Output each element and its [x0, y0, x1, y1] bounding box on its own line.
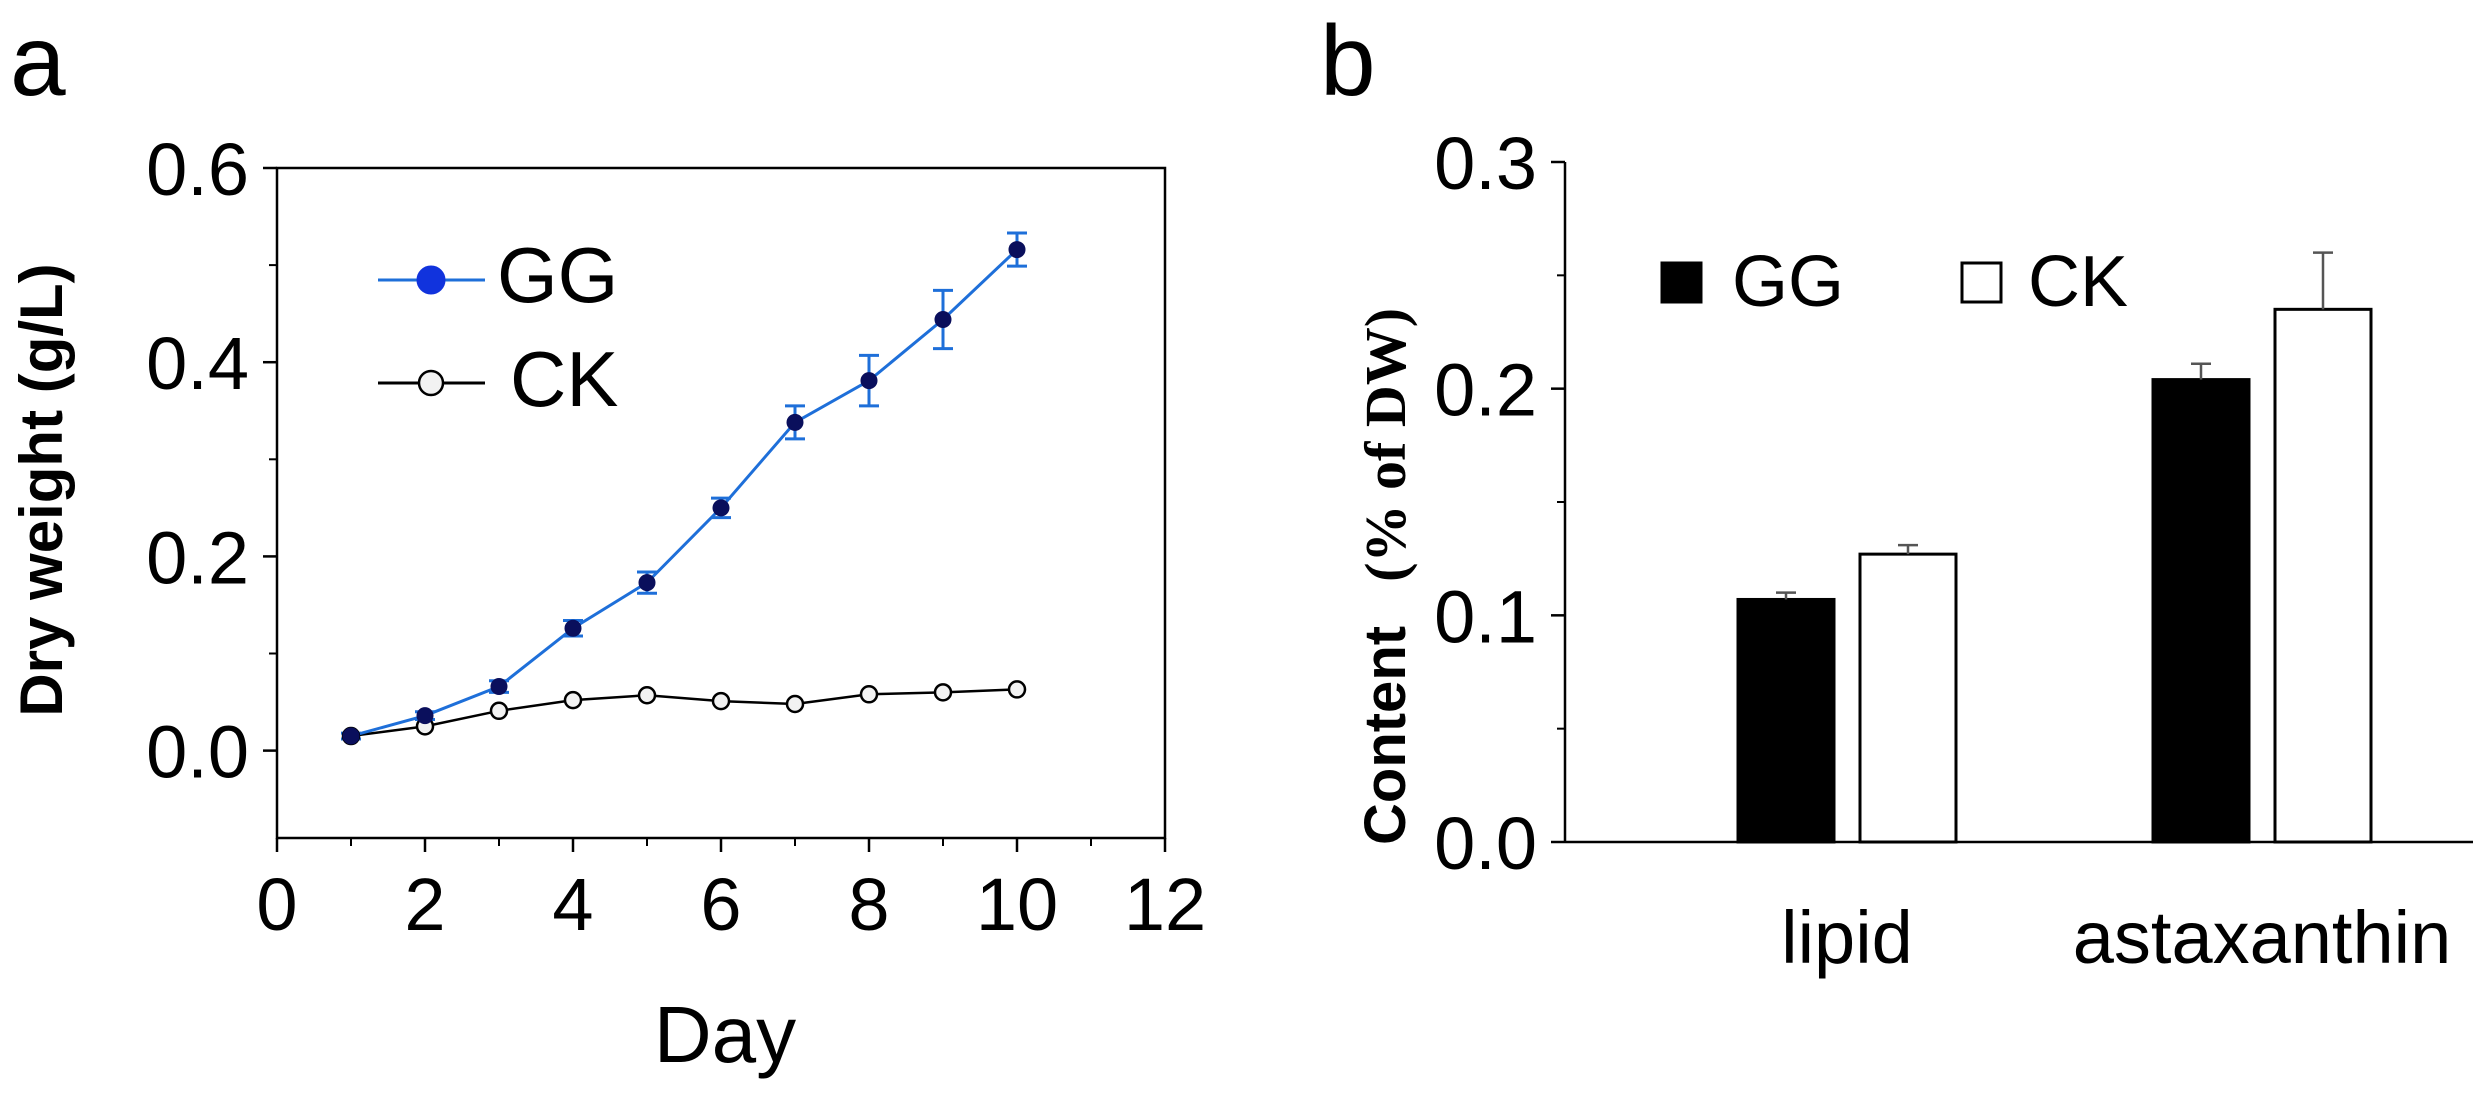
x-tick-label-a: 12	[1124, 863, 1206, 946]
ck-series-line	[350, 688, 1018, 738]
y-tick-label-b: 0.0	[1434, 802, 1537, 885]
legend-label-ck: CK	[510, 335, 618, 423]
bar-gg-astaxanthin	[2151, 378, 2251, 844]
legend-swatch-ck	[1960, 261, 2003, 304]
gg-data-point	[416, 707, 434, 725]
y-tick-label-b: 0.3	[1434, 122, 1537, 205]
ck-data-point	[859, 685, 879, 704]
category-label-astaxanthin: astaxanthin	[2073, 896, 2452, 979]
bar-ck-lipid	[1858, 552, 1958, 844]
ck-data-point	[489, 701, 509, 721]
bar-gg-lipid	[1736, 597, 1836, 844]
panel-a-series	[341, 231, 1027, 746]
panel-label-b: b	[1320, 5, 1376, 117]
x-tick-label-a: 2	[404, 863, 445, 946]
panel-b-bars: lipid astaxanthin	[1736, 251, 2452, 979]
panel-b-bar-chart: b 0.0 0.1 0.2 0.3 Content (% of DW) lipid as…	[1320, 5, 2473, 979]
y-tick-label-a: 0.6	[146, 128, 249, 211]
ck-data-point	[785, 694, 805, 714]
panel-b-legend: GG CK	[1660, 242, 2128, 322]
y-tick-label-a: 0.2	[146, 516, 249, 599]
bar-ck-astaxanthin	[2273, 307, 2373, 844]
gg-data-point	[712, 499, 730, 517]
ck-data-point	[711, 691, 731, 711]
panel-b-y-axis-title-unit: (% of DW)	[1353, 308, 1418, 582]
gg-data-point	[934, 310, 952, 328]
gg-series-line	[350, 248, 1019, 738]
legend-marker-gg	[416, 265, 446, 295]
ck-data-point	[563, 690, 583, 710]
y-tick-label-b: 0.1	[1434, 575, 1537, 658]
x-tick-label-a: 4	[552, 863, 593, 946]
panel-a-y-axis-title: Dry weight (g/L)	[8, 263, 75, 716]
legend-swatch-gg	[1660, 261, 1703, 304]
gg-data-point	[564, 619, 582, 637]
gg-data-point	[1008, 241, 1026, 259]
y-tick-label-b: 0.2	[1434, 349, 1537, 432]
gg-data-point	[860, 372, 878, 390]
gg-data-point	[638, 574, 656, 592]
y-tick-label-a: 0.4	[146, 322, 249, 405]
panel-b-ticks: 0.0 0.1 0.2 0.3	[1434, 122, 1565, 885]
ck-data-point	[1007, 680, 1027, 699]
panel-label-a: a	[10, 5, 66, 117]
ck-data-point	[933, 683, 953, 702]
legend-label-gg-b: GG	[1732, 242, 1844, 322]
panel-a-x-axis-title: Day	[654, 990, 796, 1079]
gg-data-point	[786, 413, 804, 431]
x-tick-label-a: 0	[256, 863, 297, 946]
legend-label-ck-b: CK	[2028, 242, 2128, 322]
gg-data-point	[490, 678, 508, 696]
x-tick-label-a: 8	[848, 863, 889, 946]
gg-data-point	[342, 727, 360, 745]
y-tick-label-a: 0.0	[146, 711, 249, 794]
panel-b-y-axis-title-main: Content	[1353, 626, 1418, 845]
ck-data-point	[637, 686, 657, 705]
panel-a-line-chart: a 0 2 4 6 8 10 12 0.0 0.2 0.4 0.6 Day Dry weight (…	[8, 5, 1206, 1079]
panel-a-ticks: 0 2 4 6 8 10 12 0.0 0.2 0.4 0.6	[146, 128, 1206, 946]
x-tick-label-a: 10	[976, 863, 1058, 946]
legend-label-gg: GG	[497, 231, 618, 319]
legend-marker-ck	[417, 369, 445, 397]
panel-b-y-axis-title: Content (% of DW)	[1353, 308, 1418, 845]
panel-a-legend: GG CK	[378, 231, 618, 423]
x-tick-label-a: 6	[700, 863, 741, 946]
category-label-lipid: lipid	[1781, 896, 1913, 979]
